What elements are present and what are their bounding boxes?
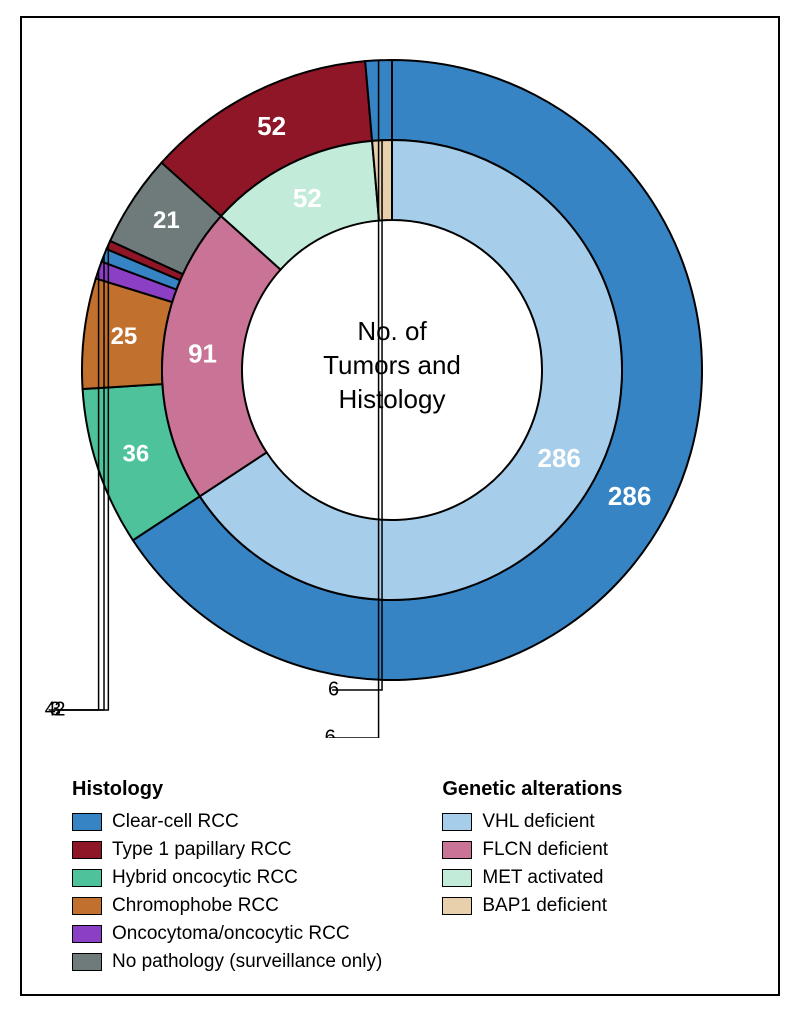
- legend-item: VHL deficient: [442, 811, 622, 833]
- legend-item: Clear-cell RCC: [72, 811, 382, 833]
- legend-column: Histology Clear-cell RCC Type 1 papillary …: [72, 778, 382, 979]
- legend-label: FLCN deficient: [482, 839, 608, 861]
- legend-swatch: [72, 925, 102, 943]
- legend-item: BAP1 deficient: [442, 895, 622, 917]
- donut-chart: 28636254322152628691526: [22, 18, 782, 738]
- legend-swatch: [442, 813, 472, 831]
- legend-title: Histology: [72, 778, 382, 801]
- slice-callout-label: 6: [325, 726, 336, 738]
- slice-callout-label: 2: [54, 698, 65, 720]
- legend-label: VHL deficient: [482, 811, 594, 833]
- legend-label: Clear-cell RCC: [112, 811, 239, 833]
- legend-label: Hybrid oncocytic RCC: [112, 867, 298, 889]
- legend-item: FLCN deficient: [442, 839, 622, 861]
- legend-label: No pathology (surveillance only): [112, 951, 382, 973]
- slice-callout-label: 6: [328, 678, 339, 700]
- legend-label: Oncocytoma/oncocytic RCC: [112, 923, 350, 945]
- legend-label: Chromophobe RCC: [112, 895, 279, 917]
- legend-swatch: [72, 869, 102, 887]
- legend-container: Histology Clear-cell RCC Type 1 papillary …: [72, 778, 622, 979]
- legend-swatch: [72, 953, 102, 971]
- slice-label: 25: [111, 323, 138, 350]
- legend-item: No pathology (surveillance only): [72, 951, 382, 973]
- slice-label: 36: [122, 441, 149, 468]
- slice-label: 91: [188, 338, 217, 368]
- slice-label: 286: [538, 443, 581, 473]
- slice-label: 21: [153, 207, 180, 234]
- legend-column: Genetic alterations VHL deficient FLCN def…: [442, 778, 622, 979]
- slice-label: 52: [257, 111, 286, 141]
- legend-swatch: [72, 813, 102, 831]
- legend-item: MET activated: [442, 867, 622, 889]
- legend-item: Hybrid oncocytic RCC: [72, 867, 382, 889]
- legend-swatch: [72, 897, 102, 915]
- slice-label: 286: [608, 481, 651, 511]
- legend-label: BAP1 deficient: [482, 895, 607, 917]
- slice-label: 52: [293, 183, 322, 213]
- legend-item: Oncocytoma/oncocytic RCC: [72, 923, 382, 945]
- legend-swatch: [442, 869, 472, 887]
- legend-swatch: [442, 841, 472, 859]
- chart-frame: 28636254322152628691526 No. ofTumors and…: [20, 16, 780, 996]
- legend-swatch: [72, 841, 102, 859]
- legend-swatch: [442, 897, 472, 915]
- legend-title: Genetic alterations: [442, 778, 622, 801]
- legend-label: MET activated: [482, 867, 603, 889]
- legend-item: Type 1 papillary RCC: [72, 839, 382, 861]
- legend-item: Chromophobe RCC: [72, 895, 382, 917]
- legend-label: Type 1 papillary RCC: [112, 839, 292, 861]
